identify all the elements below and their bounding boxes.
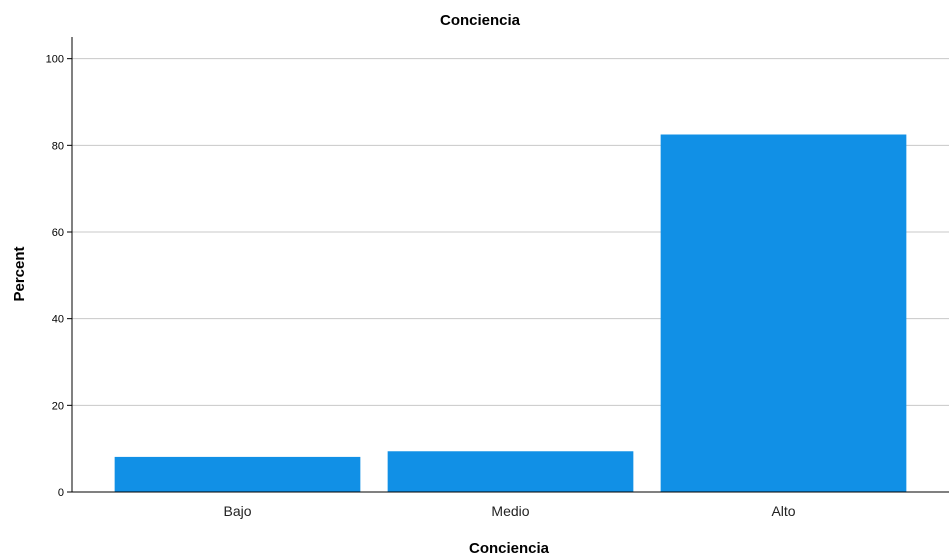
chart-title: Conciencia (440, 12, 521, 29)
x-axis-categories: Bajo Medio Alto (223, 503, 795, 519)
x-category-label: Alto (771, 503, 795, 519)
bar-alto (660, 134, 907, 492)
bars (114, 134, 907, 492)
y-tick-label: 40 (52, 314, 64, 326)
bar-bajo (114, 456, 361, 492)
y-tick-label: 60 (52, 227, 64, 239)
x-category-label: Medio (491, 503, 529, 519)
y-tick-label: 100 (46, 54, 64, 66)
bar-medio (387, 451, 634, 492)
y-tick-label: 80 (52, 140, 64, 152)
y-tick-label: 20 (52, 400, 64, 412)
y-axis-title: Percent (11, 246, 28, 301)
y-axis-ticks: 0 20 40 60 80 100 (46, 54, 72, 499)
y-tick-label: 0 (58, 487, 64, 499)
x-category-label: Bajo (223, 503, 251, 519)
x-axis-title: Conciencia (469, 540, 550, 557)
